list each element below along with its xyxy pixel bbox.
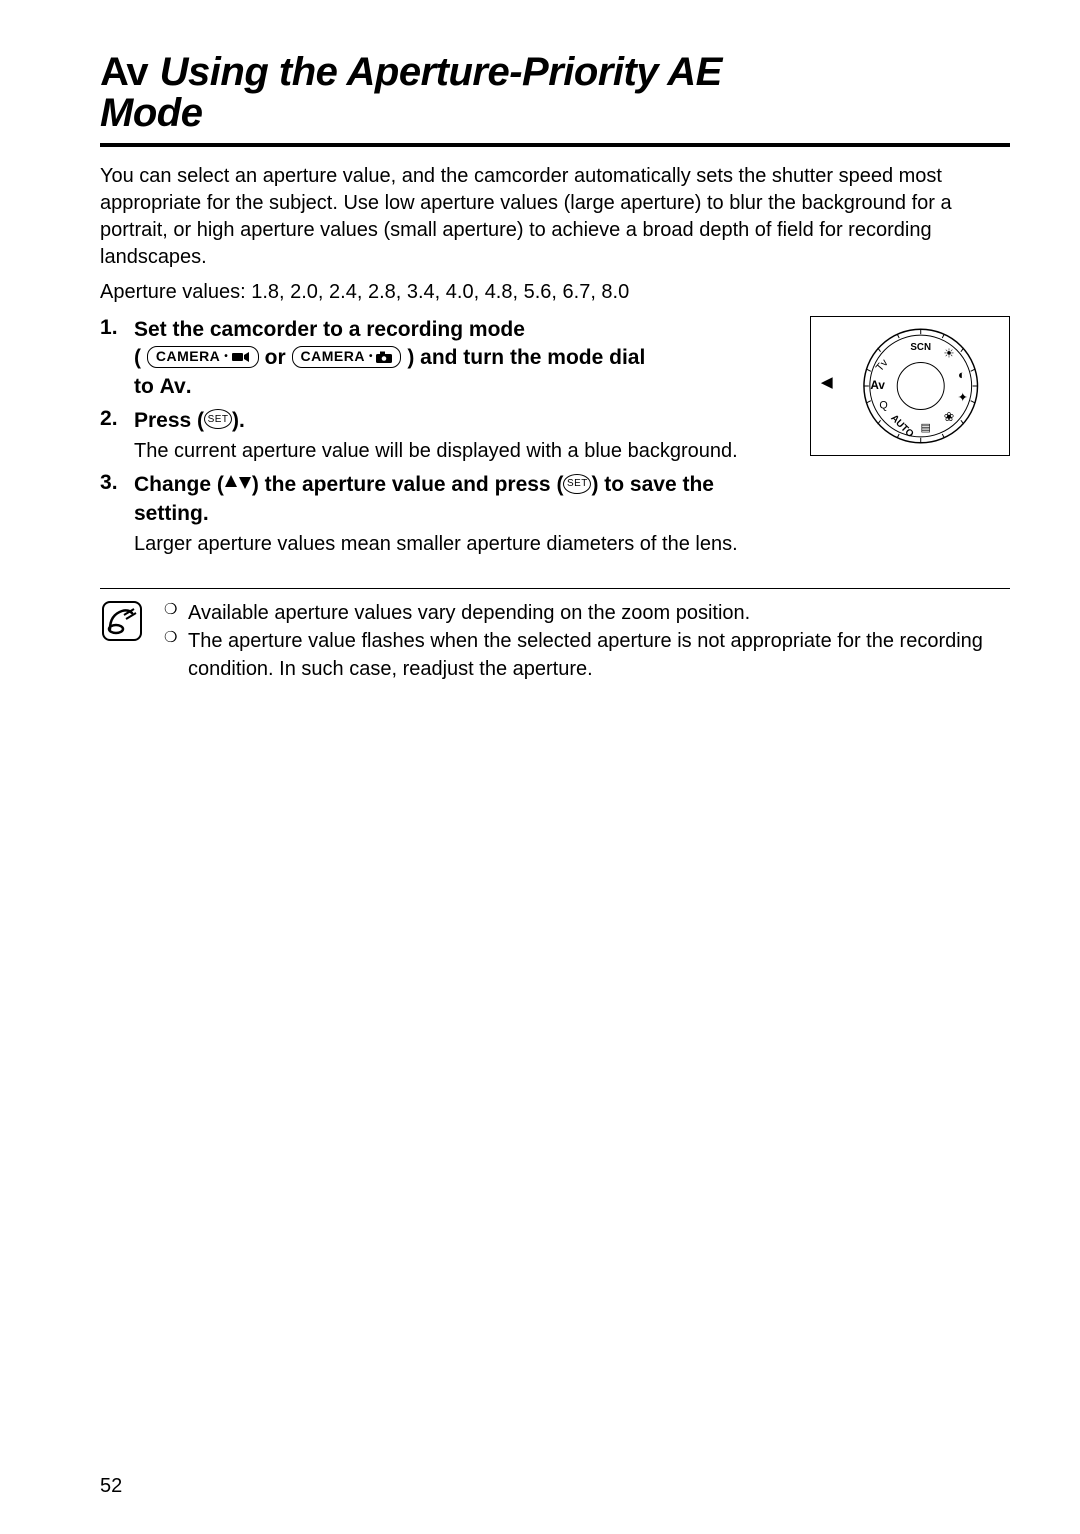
step-3-head-a: Change ( [134, 473, 224, 496]
photo-camera-icon [376, 351, 392, 363]
note-1: Available aperture values vary depending… [164, 599, 1010, 627]
step-1-or: or [265, 346, 292, 369]
step-3-head-b: ) the aperture value and press ( [252, 473, 564, 496]
svg-text:❀: ❀ [944, 409, 955, 424]
step-3: Change ( ) the aperture value and press (… [100, 471, 780, 558]
set-button-icon-2: SET [563, 474, 591, 494]
up-down-triangle-icon [224, 470, 252, 498]
camera-label-2: CAMERA [301, 347, 365, 366]
title-line-2: Mode [100, 91, 1010, 135]
title-line-1: Using the Aperture-Priority AE [160, 50, 722, 94]
intro-paragraph: You can select an aperture value, and th… [100, 163, 1010, 271]
step-2: Press (SET). The current aperture value … [100, 407, 780, 465]
note-icon [100, 599, 144, 648]
step-2-head-b: ). [232, 409, 245, 432]
svg-text:SCN: SCN [910, 342, 931, 353]
svg-text:Q: Q [879, 400, 887, 412]
set-button-icon: SET [204, 409, 232, 429]
svg-text:☀: ☀ [943, 346, 954, 361]
svg-text:◐: ◐ [958, 367, 966, 382]
step-1-close: ) and turn the mode dial [407, 346, 645, 369]
dial-av-label: Av [870, 379, 885, 392]
step-1-head-a: Set the camcorder to a recording mode [134, 318, 525, 341]
step-2-head-a: Press ( [134, 409, 204, 432]
notes-divider [100, 588, 1010, 589]
mode-dial-illustration: SCN ☀ ◐ ✦ ❀ ▤ AUTO Q Av Tv [810, 316, 1010, 456]
step-2-sub: The current aperture value will be displ… [134, 437, 780, 465]
step-3-sub: Larger aperture values mean smaller aper… [134, 530, 780, 558]
step-1-end: . [186, 375, 192, 398]
svg-text:✦: ✦ [957, 390, 968, 405]
av-mode-symbol: Av [160, 375, 186, 398]
step-1-to: to [134, 375, 160, 398]
step-1-open: ( [134, 346, 141, 369]
notes-list: Available aperture values vary depending… [164, 599, 1010, 683]
camera-video-pill: CAMERA • [147, 346, 259, 368]
video-camera-icon [232, 351, 250, 363]
title-underline [100, 143, 1010, 147]
camera-photo-pill: CAMERA • [292, 346, 402, 368]
svg-text:▤: ▤ [921, 422, 931, 434]
step-1: Set the camcorder to a recording mode ( … [100, 316, 780, 401]
camera-label: CAMERA [156, 347, 220, 366]
note-2: The aperture value flashes when the sele… [164, 627, 1010, 683]
pill-dot-icon-2: • [369, 352, 373, 362]
pill-dot-icon: • [224, 352, 228, 362]
aperture-values: Aperture values: 1.8, 2.0, 2.4, 2.8, 3.4… [100, 281, 1010, 304]
title-prefix: Av [100, 50, 148, 95]
svg-text:Tv: Tv [874, 357, 891, 374]
page-number: 52 [100, 1475, 122, 1498]
